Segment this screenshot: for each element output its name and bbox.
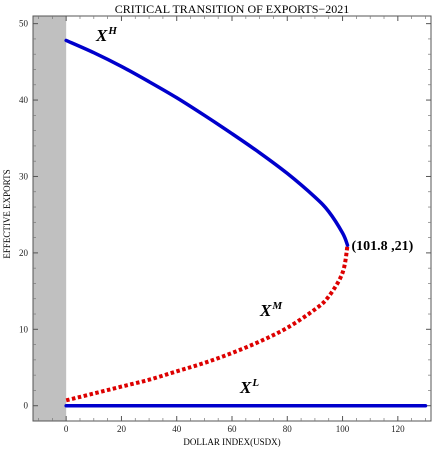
label-layer: XH XM XL (101.8 ,21) [95,25,414,397]
shaded-region [33,16,67,421]
x-axis-title: DOLLAR INDEX(USDX) [183,437,280,447]
x-tick-label: 100 [336,424,350,434]
plot-frame [32,15,432,422]
y-axis-title: EFFECTIVE EXPORTS [2,169,12,258]
fold-point-label: (101.8 ,21) [352,239,414,254]
x-tick-label: 20 [117,424,127,434]
x-tick-label: 80 [283,424,293,434]
x-tick-label: 40 [172,424,182,434]
series-xh-curve [64,38,350,247]
y-tick-label: 10 [19,324,29,334]
label-xl: XL [239,377,259,397]
y-tick-label: 20 [19,248,29,258]
label-xh: XH [95,25,117,45]
y-tick-label: 0 [24,401,29,411]
x-tick-label: 120 [391,424,405,434]
y-tick-label: 40 [19,95,29,105]
x-tick-label: 60 [228,424,238,434]
y-tick-label: 30 [19,171,29,181]
y-axis-ticks: 0 10 20 30 40 50 [19,19,431,411]
series-layer [64,38,428,408]
x-axis-ticks: 0 20 40 60 80 100 120 [38,16,426,434]
series-xm-curve [65,244,350,403]
y-tick-label: 50 [19,19,29,29]
x-tick-label: 0 [64,424,69,434]
chart-title: CRITICAL TRANSITION OF EXPORTS−2021 [115,2,349,16]
label-xm: XM [259,300,283,320]
